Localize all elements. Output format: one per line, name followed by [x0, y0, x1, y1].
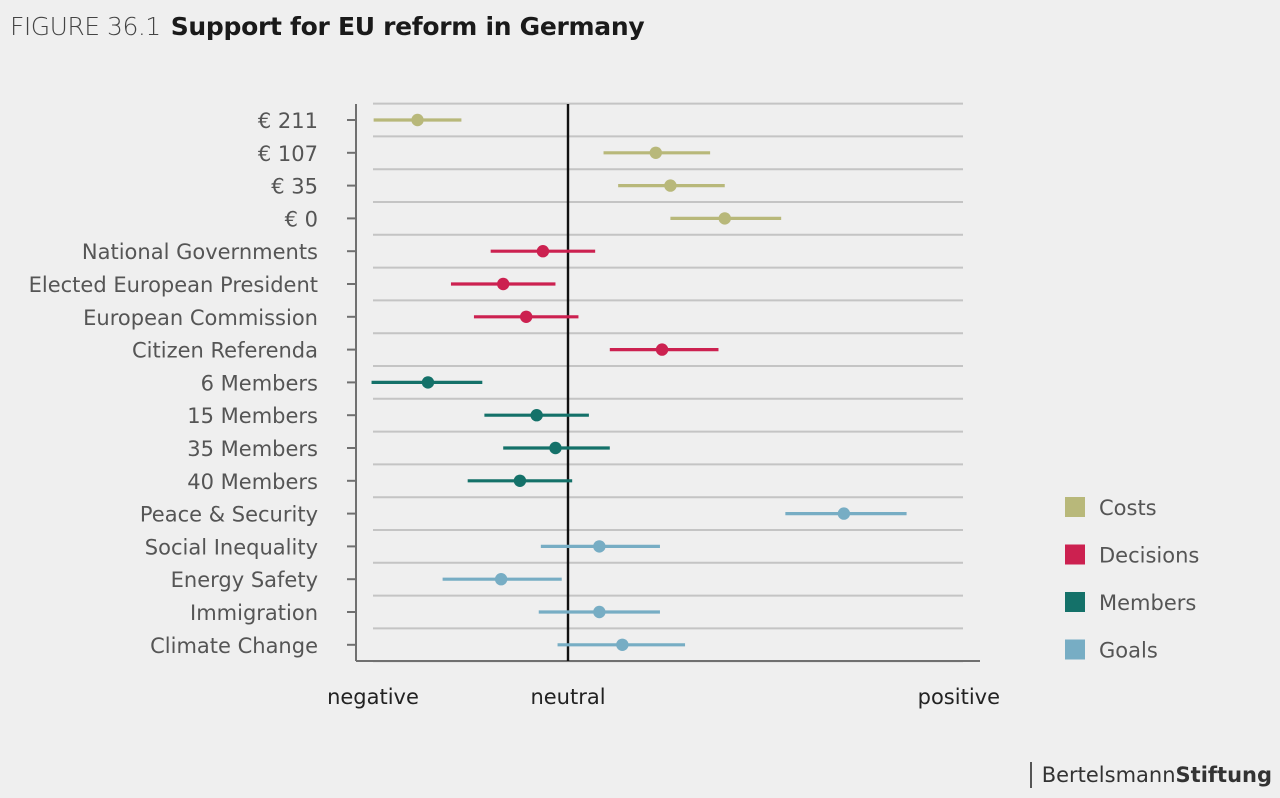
y-tick-label: Elected European President — [29, 273, 318, 297]
y-tick-label: Social Inequality — [145, 535, 318, 559]
legend-swatch — [1065, 592, 1085, 612]
y-tick-label: 15 Members — [187, 404, 318, 428]
data-point — [655, 343, 669, 356]
data-point — [411, 113, 424, 127]
figure-header: FIGURE 36.1 Support for EU reform in Germ… — [10, 12, 645, 41]
y-tick-label: 6 Members — [201, 371, 318, 395]
data-point — [421, 376, 435, 389]
data-point — [494, 573, 508, 586]
brand-logo: BertelsmannStiftung — [1029, 762, 1272, 788]
data-point — [520, 310, 533, 323]
legend-swatch — [1065, 497, 1085, 517]
y-tick-label: € 0 — [285, 207, 318, 231]
legend-label: Costs — [1099, 496, 1157, 520]
legend-swatch — [1065, 544, 1085, 565]
y-tick-label: Citizen Referenda — [132, 339, 318, 363]
x-axis-label: positive — [918, 685, 1000, 709]
y-tick-label: Energy Safety — [171, 568, 318, 592]
data-point — [536, 245, 550, 258]
y-tick-label: € 211 — [258, 109, 318, 133]
data-point — [593, 540, 606, 553]
legend-swatch — [1065, 639, 1085, 660]
x-axis-label: neutral — [530, 685, 605, 709]
y-tick-label: Climate Change — [150, 634, 318, 658]
data-point — [664, 179, 677, 192]
y-tick-label: 40 Members — [187, 470, 318, 494]
y-tick-label: Peace & Security — [140, 503, 318, 527]
data-point — [593, 605, 606, 619]
data-point — [497, 277, 510, 291]
y-tick-label: Immigration — [190, 601, 318, 625]
legend-label: Goals — [1099, 639, 1158, 663]
y-tick-label: European Commission — [83, 306, 318, 330]
data-point — [549, 441, 562, 455]
y-tick-label: € 35 — [271, 175, 318, 199]
data-point — [649, 146, 662, 159]
brand-name-regular: Bertelsmann — [1041, 763, 1176, 787]
data-point — [837, 507, 851, 520]
y-tick-label: National Governments — [82, 240, 318, 264]
x-axis-label: negative — [327, 685, 419, 709]
data-point — [718, 212, 731, 225]
y-tick-label: 35 Members — [187, 437, 318, 461]
legend-label: Members — [1099, 591, 1196, 615]
data-point — [616, 638, 629, 651]
data-point — [530, 409, 543, 422]
data-point — [513, 474, 527, 487]
brand-name-bold: Stiftung — [1175, 763, 1272, 787]
figure-number: FIGURE 36.1 — [10, 12, 161, 41]
y-tick-label: € 107 — [258, 142, 318, 166]
legend-label: Decisions — [1099, 544, 1199, 568]
figure-title: Support for EU reform in Germany — [170, 12, 645, 41]
